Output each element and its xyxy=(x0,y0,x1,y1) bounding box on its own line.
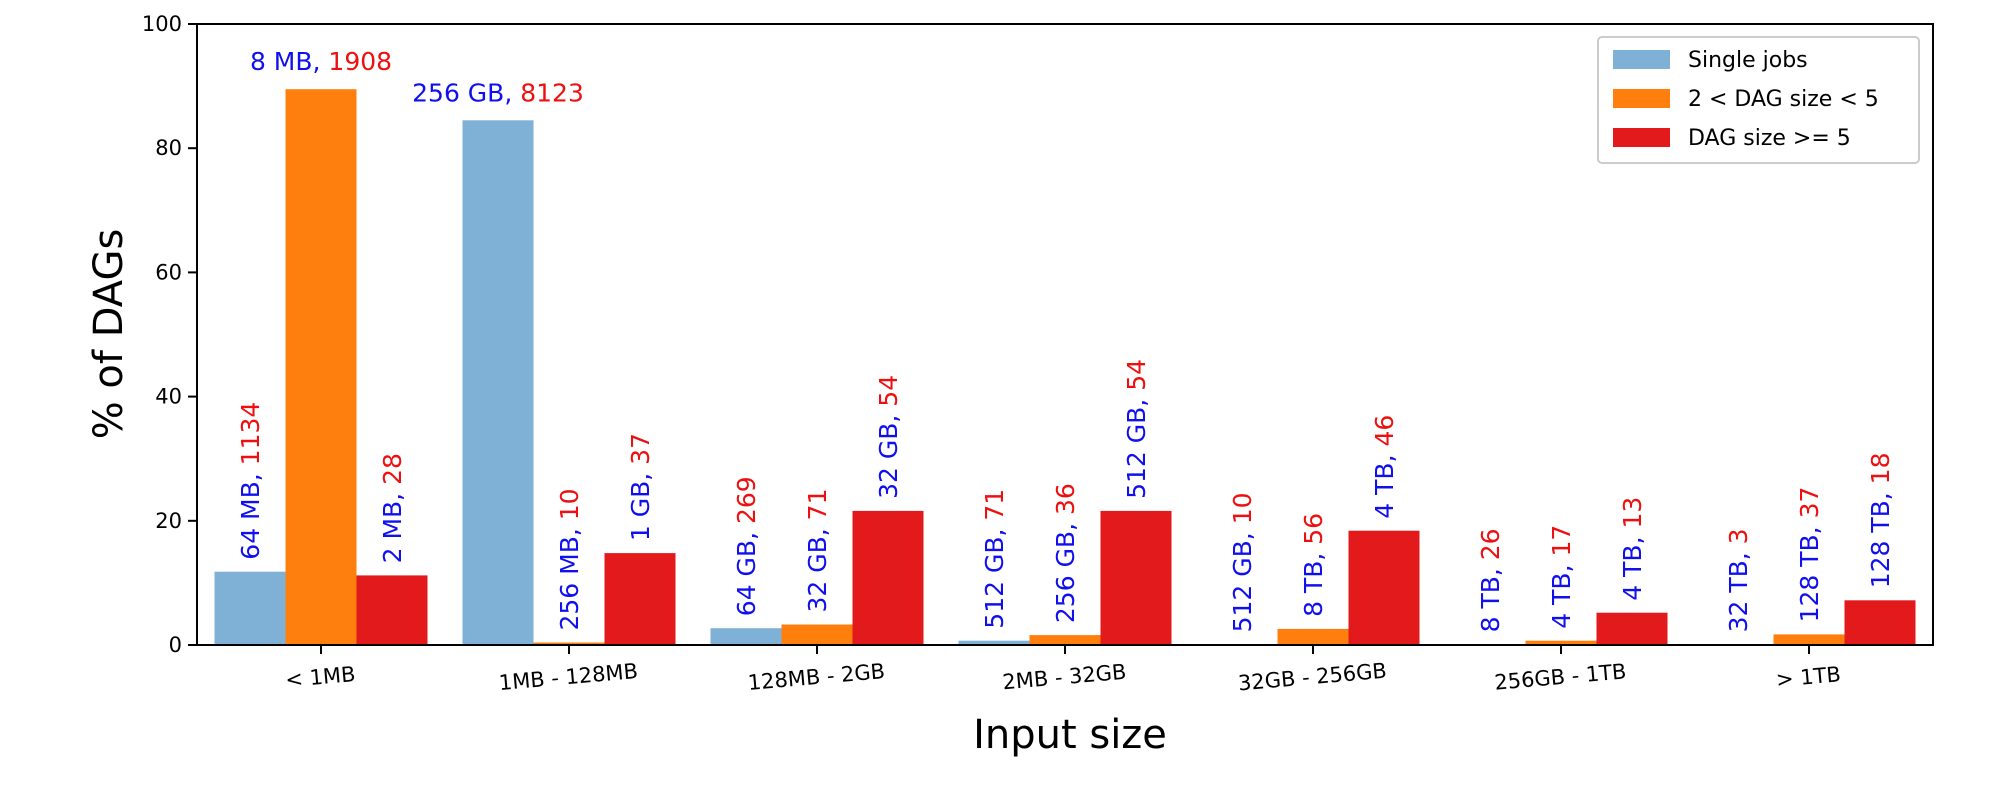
y-tick-label: 80 xyxy=(155,136,182,160)
bar-1-2 xyxy=(462,120,534,646)
bar-2-1 xyxy=(285,89,357,645)
y-tick-label: 20 xyxy=(155,509,182,533)
x-tick-label: 128MB - 2GB xyxy=(747,659,886,695)
x-tick-label: 32GB - 256GB xyxy=(1237,659,1388,696)
y-axis-ticks: 0 20 40 60 80 100 xyxy=(142,12,197,657)
legend-label: DAG size >= 5 xyxy=(1688,126,1851,151)
x-tick-label: 1MB - 128MB xyxy=(498,659,639,695)
bar-annotation-2-3: 32 GB, 71 xyxy=(803,489,832,613)
bar-annotation-2-2: 256 MB, 10 xyxy=(555,488,584,630)
bar-annotation-2-1: 8 MB, 1908 xyxy=(250,47,392,76)
bar-3-4 xyxy=(1100,510,1172,645)
bar-2-5 xyxy=(1277,628,1349,645)
legend-swatch xyxy=(1613,128,1670,147)
y-tick-label: 60 xyxy=(155,260,182,284)
bar-3-7 xyxy=(1844,600,1916,645)
x-tick-label: 256GB - 1TB xyxy=(1493,659,1627,694)
x-axis-ticks: < 1MB 1MB - 128MB 128MB - 2GB 2MB - 32GB 32G… xyxy=(284,645,1842,696)
y-tick-label: 100 xyxy=(142,12,182,36)
bar-2-2 xyxy=(533,642,605,645)
x-tick-label: > 1TB xyxy=(1775,662,1842,692)
bars-layer xyxy=(214,89,1916,646)
bar-3-2 xyxy=(604,553,676,645)
bar-3-6 xyxy=(1596,612,1668,645)
bar-annotation-3-1: 2 MB, 28 xyxy=(378,453,407,563)
bar-3-3 xyxy=(852,510,924,645)
bar-annotation-1-3: 64 GB, 269 xyxy=(732,476,761,616)
bar-annotation-2-4: 256 GB, 36 xyxy=(1051,483,1080,623)
bar-1-1 xyxy=(214,571,286,645)
annotations-layer: 64 MB, 1134 256 GB, 8123 64 GB, 269 512 GB,… xyxy=(236,47,1895,632)
bar-annotation-3-2: 1 GB, 37 xyxy=(626,433,655,541)
bar-1-4 xyxy=(958,640,1030,645)
legend-swatch xyxy=(1613,50,1670,69)
legend-label: Single jobs xyxy=(1688,48,1808,73)
bar-annotation-1-5: 512 GB, 10 xyxy=(1228,492,1257,632)
bar-annotation-2-5: 8 TB, 56 xyxy=(1299,513,1328,617)
bar-annotation-3-7: 128 TB, 18 xyxy=(1866,453,1895,589)
bar-3-1 xyxy=(356,575,428,645)
bar-annotation-3-6: 4 TB, 13 xyxy=(1618,497,1647,601)
legend: Single jobs 2 < DAG size < 5 DAG size >= 5 xyxy=(1597,36,1920,164)
bar-2-3 xyxy=(781,624,853,645)
bar-annotation-2-7: 128 TB, 37 xyxy=(1795,487,1824,623)
legend-box xyxy=(1597,36,1920,164)
y-tick-label: 0 xyxy=(169,633,182,657)
bar-annotation-1-2: 256 GB, 8123 xyxy=(412,78,584,107)
y-tick-label: 40 xyxy=(155,385,182,409)
bar-annotation-3-5: 4 TB, 46 xyxy=(1370,415,1399,519)
bar-annotation-1-4: 512 GB, 71 xyxy=(980,489,1009,629)
bar-2-6 xyxy=(1525,640,1597,645)
x-tick-label: < 1MB xyxy=(284,662,356,692)
bar-annotation-1-1: 64 MB, 1134 xyxy=(236,402,265,560)
bar-3-5 xyxy=(1348,530,1420,645)
bar-2-7 xyxy=(1773,634,1845,645)
bar-annotation-1-7: 32 TB, 3 xyxy=(1724,528,1753,632)
x-tick-label: 2MB - 32GB xyxy=(1001,660,1127,695)
legend-label: 2 < DAG size < 5 xyxy=(1688,87,1879,112)
bar-annotation-3-4: 512 GB, 54 xyxy=(1122,359,1151,499)
bar-annotation-2-6: 4 TB, 17 xyxy=(1547,525,1576,629)
bar-annotation-3-3: 32 GB, 54 xyxy=(874,375,903,499)
bar-1-3 xyxy=(710,628,782,645)
legend-swatch xyxy=(1613,89,1670,108)
bar-2-4 xyxy=(1029,635,1101,645)
y-axis-title: % of DAGs xyxy=(86,229,132,440)
x-axis-title: Input size xyxy=(973,712,1167,758)
bar-annotation-1-6: 8 TB, 26 xyxy=(1476,528,1505,632)
